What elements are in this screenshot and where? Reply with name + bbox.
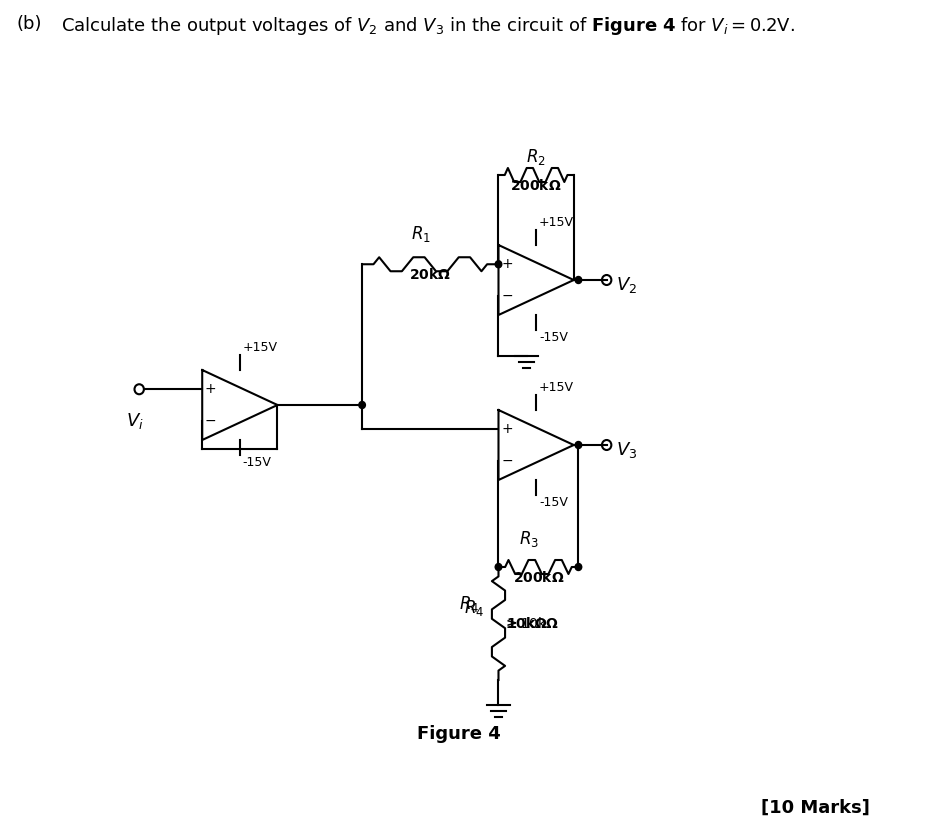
Text: $\mathit{V}_2$: $\mathit{V}_2$ <box>616 275 637 295</box>
Text: −: − <box>501 289 512 303</box>
Text: $\mathit{R}_4$: $\mathit{R}_4$ <box>460 594 479 614</box>
Circle shape <box>575 564 582 570</box>
Text: +: + <box>205 382 216 397</box>
Text: -15V: -15V <box>243 456 272 469</box>
Text: -15V: -15V <box>539 331 568 344</box>
Text: Calculate the output voltages of $\mathit{V}_2$ and $\mathit{V}_3$ in the circui: Calculate the output voltages of $\mathi… <box>61 15 795 37</box>
Text: $\mathbf{10k\Omega}$: $\mathbf{10k\Omega}$ <box>506 616 548 631</box>
Text: $\mathbf{20k\Omega}$: $\mathbf{20k\Omega}$ <box>409 267 451 282</box>
Text: $\mathit{R}_1$: $\mathit{R}_1$ <box>411 225 431 245</box>
Text: $\mathit{R}_3$: $\mathit{R}_3$ <box>519 529 539 549</box>
Text: −: − <box>501 453 512 468</box>
Text: [10 Marks]: [10 Marks] <box>761 799 870 817</box>
Text: +15V: +15V <box>539 216 574 229</box>
Text: $\mathit{V}_3$: $\mathit{V}_3$ <box>616 440 637 460</box>
Text: (b): (b) <box>17 15 42 33</box>
Circle shape <box>359 402 366 408</box>
Text: −: − <box>205 414 216 428</box>
Text: $\mathbf{200k\Omega}$: $\mathbf{200k\Omega}$ <box>510 178 562 193</box>
Text: +: + <box>501 257 512 271</box>
Text: +15V: +15V <box>539 381 574 394</box>
Circle shape <box>575 276 582 284</box>
Text: $\mathit{R}_4$: $\mathit{R}_4$ <box>464 599 484 619</box>
Circle shape <box>495 261 502 268</box>
Circle shape <box>495 564 502 570</box>
Text: -15V: -15V <box>539 496 568 509</box>
Circle shape <box>575 442 582 448</box>
Text: $\mathbf{200k\Omega}$: $\mathbf{200k\Omega}$ <box>512 570 564 585</box>
Text: +15V: +15V <box>243 341 277 354</box>
Text: Figure 4: Figure 4 <box>416 725 500 743</box>
Text: $\mathbf{\geq}$10k$\mathbf{\Omega}$: $\mathbf{\geq}$10k$\mathbf{\Omega}$ <box>503 616 559 631</box>
Text: $\mathit{V}_i$: $\mathit{V}_i$ <box>126 412 144 431</box>
Text: +: + <box>501 423 512 436</box>
Text: $\mathit{R}_2$: $\mathit{R}_2$ <box>526 147 546 167</box>
